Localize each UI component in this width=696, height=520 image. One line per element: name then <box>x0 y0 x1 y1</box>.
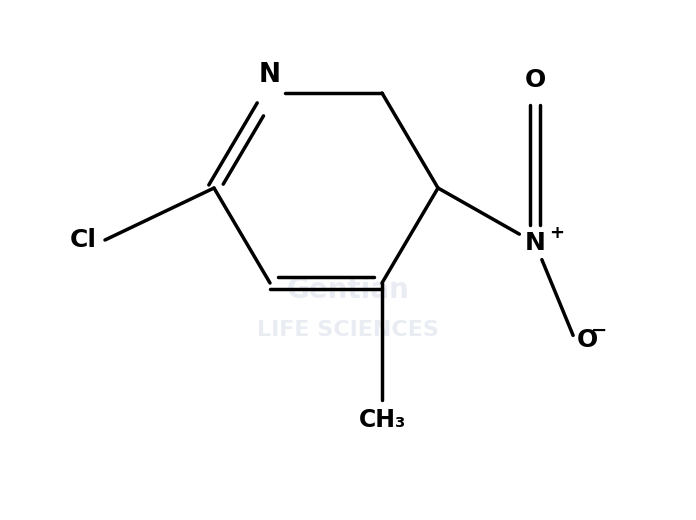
Text: Gentian: Gentian <box>287 276 409 304</box>
Text: O: O <box>577 328 599 352</box>
Text: N: N <box>259 62 281 88</box>
Text: N: N <box>525 231 546 255</box>
Text: CH₃: CH₃ <box>358 408 406 432</box>
Text: +: + <box>550 224 564 242</box>
Text: O: O <box>524 68 546 92</box>
Text: −: − <box>591 320 607 340</box>
Text: LIFE SCIENCES: LIFE SCIENCES <box>257 320 439 340</box>
Text: Cl: Cl <box>70 228 97 252</box>
